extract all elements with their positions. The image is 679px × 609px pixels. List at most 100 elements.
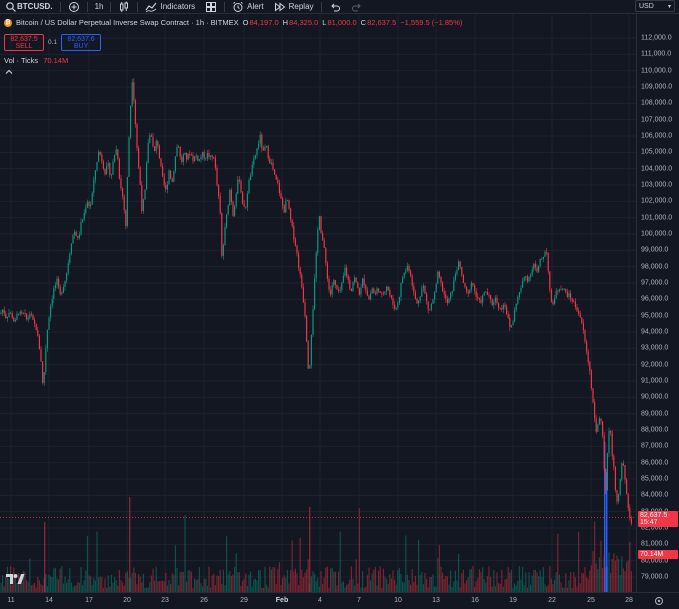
buy-button[interactable]: 82,637.6 BUY <box>61 34 102 51</box>
candle-body <box>106 165 108 175</box>
volume-bar <box>197 579 199 592</box>
volume-bar <box>430 576 432 592</box>
volume-bar <box>336 585 338 592</box>
candle-body <box>158 145 160 159</box>
volume-bar <box>261 587 263 592</box>
volume-bar <box>171 572 173 592</box>
candle-body <box>518 292 520 298</box>
volume-bar <box>294 568 296 592</box>
candle-body <box>611 432 613 457</box>
replay-icon <box>274 1 285 12</box>
currency-select[interactable]: USD ▾ <box>635 0 675 12</box>
volume-bar <box>582 573 584 592</box>
interval-button[interactable]: 1h <box>90 0 109 14</box>
candle-body <box>581 317 583 324</box>
volume-bar <box>581 572 583 592</box>
volume-bar <box>421 572 423 592</box>
volume-bar <box>75 585 77 592</box>
time-tick-label: 29 <box>240 597 248 604</box>
volume-bar <box>262 587 264 592</box>
volume-bar <box>200 583 202 592</box>
candle-body <box>189 153 191 155</box>
candle-body <box>69 253 71 264</box>
price-chart[interactable] <box>0 14 636 592</box>
volume-bar <box>37 577 39 592</box>
candle-body <box>98 152 100 162</box>
volume-bar <box>315 580 317 592</box>
volume-bar <box>509 572 511 592</box>
low-label: L <box>322 18 327 27</box>
volume-bar <box>82 585 84 592</box>
compare-button[interactable] <box>63 0 85 14</box>
volume-bar <box>275 584 277 592</box>
candle-body <box>347 275 349 281</box>
symbol-search[interactable]: BTCUSD. <box>0 0 58 14</box>
price-tick-label: 112,000.0 <box>641 34 672 42</box>
volume-bar <box>187 570 189 592</box>
redo-icon <box>351 3 361 11</box>
candle-body <box>533 263 535 270</box>
candle-body <box>469 289 471 294</box>
candle-body <box>502 304 504 310</box>
candle-body <box>66 273 68 281</box>
settings-icon[interactable] <box>654 596 664 606</box>
candle-body <box>546 251 548 253</box>
volume-bar <box>352 578 354 592</box>
close-label: C <box>360 18 367 27</box>
volume-bar <box>114 577 116 592</box>
volume-bar <box>538 576 540 592</box>
volume-bar <box>525 572 527 592</box>
candle-body <box>267 146 269 159</box>
volume-bar <box>371 573 373 592</box>
price-scale[interactable]: 112,000.0 111,000.0 110,000.0 109,000.0 108,… <box>636 14 679 592</box>
time-scale[interactable]: 11 14 17 20 23 26 29 Feb 4 7 10 13 16 19 22 25 28 <box>0 592 679 609</box>
candle-body <box>493 302 495 305</box>
candle-body <box>26 313 28 320</box>
candle-body <box>510 325 512 328</box>
candle-body <box>226 214 228 228</box>
candle-body <box>318 216 320 230</box>
volume-bar <box>19 577 21 592</box>
volume-bar <box>98 577 100 592</box>
alert-button[interactable]: Alert <box>227 0 268 14</box>
volume-bar <box>584 567 586 592</box>
candle-body <box>109 163 111 176</box>
chart-pane[interactable] <box>0 14 636 592</box>
price-tick-label: 104,000.0 <box>641 165 673 173</box>
volume-bar <box>619 574 621 592</box>
collapse-legend-icon[interactable] <box>4 67 14 77</box>
volume-bar <box>88 575 90 592</box>
sell-button[interactable]: 82,637.5 SELL <box>4 34 44 51</box>
tradingview-logo[interactable] <box>5 572 25 586</box>
volume-bar <box>227 574 229 592</box>
volume-bar <box>475 581 477 592</box>
volume-bar <box>400 573 402 592</box>
candle-body <box>574 301 576 308</box>
candle-body <box>357 282 359 289</box>
indicators-button[interactable]: Indicators <box>140 0 200 14</box>
volume-bar <box>566 587 568 592</box>
price-tick-label: 86,000.0 <box>641 459 669 467</box>
chevron-down-icon: ▾ <box>667 3 671 10</box>
candle-body <box>46 329 48 349</box>
volume-bar <box>366 575 368 592</box>
replay-button[interactable]: Replay <box>269 0 319 14</box>
redo-button[interactable] <box>346 0 368 14</box>
legend-title[interactable]: Bitcoin / US Dollar Perpetual Inverse Sw… <box>16 18 239 27</box>
candle-body <box>112 161 114 175</box>
volume-legend[interactable]: Vol · Ticks 70.14M <box>4 56 68 65</box>
volume-bar <box>422 584 424 592</box>
volume-bar <box>542 567 544 592</box>
volume-bar <box>560 582 562 592</box>
candle-body <box>147 142 149 164</box>
templates-button[interactable] <box>200 0 222 14</box>
candle-body <box>96 161 98 171</box>
volume-bar <box>299 537 301 592</box>
candle-body <box>570 293 572 299</box>
candle-body <box>184 152 186 155</box>
candle-body <box>221 213 223 256</box>
undo-button[interactable] <box>324 0 346 14</box>
chart-type-button[interactable] <box>113 0 135 14</box>
candle-body <box>254 155 256 159</box>
candle-body <box>429 309 431 311</box>
